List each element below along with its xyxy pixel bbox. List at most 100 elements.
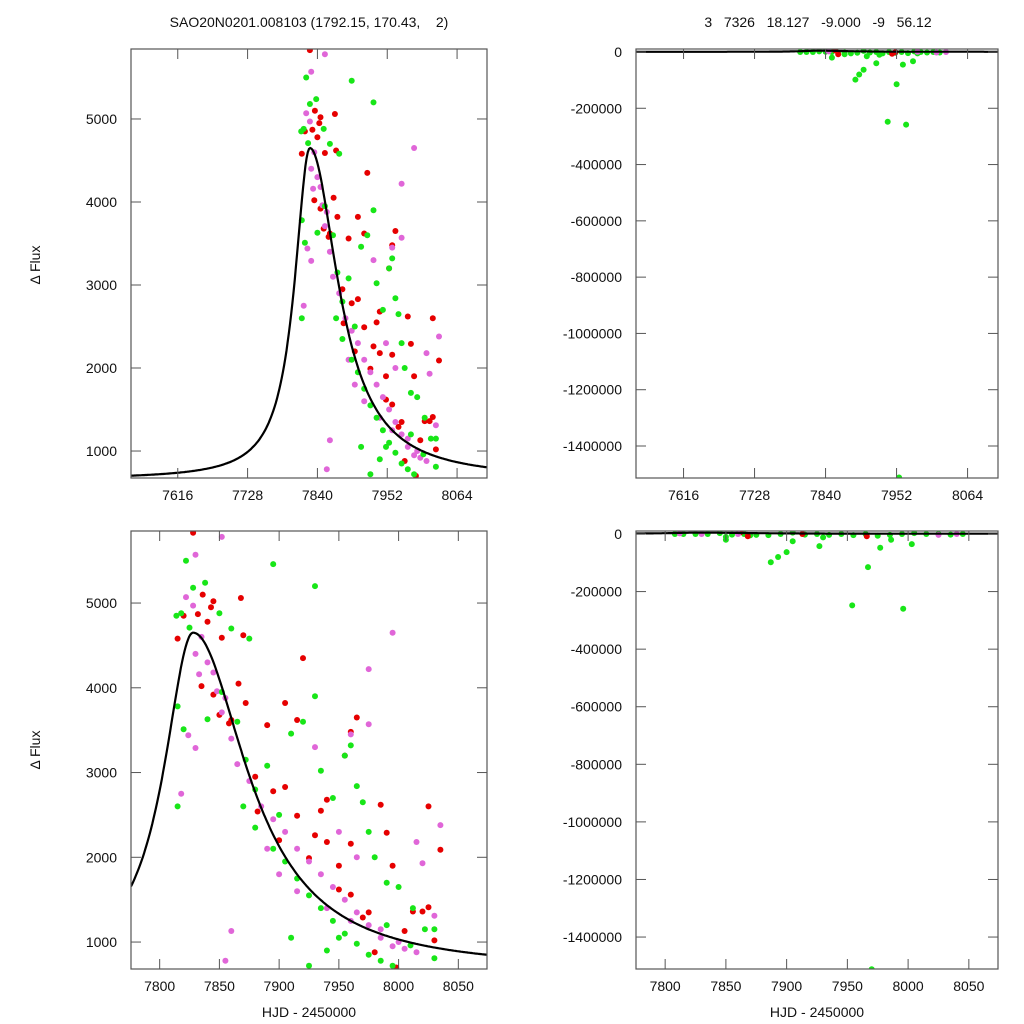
data-point-green xyxy=(367,471,374,478)
data-point-green xyxy=(395,884,402,890)
data-point-pink xyxy=(303,110,310,117)
data-point-pink xyxy=(411,452,418,459)
data-point-pink xyxy=(398,431,405,438)
data-point-green xyxy=(303,74,310,81)
panel-bottom-left: 7800 7850 7900 7950 8000 8050 1000 2000 3000 4000… xyxy=(27,530,488,1020)
y-tick-label: -1200000 xyxy=(563,382,622,398)
data-point-green xyxy=(329,917,336,924)
data-point-green xyxy=(341,752,348,759)
data-point-green xyxy=(421,414,428,421)
y-tick-label: 4000 xyxy=(86,194,117,210)
data-point-red xyxy=(323,796,330,803)
data-point-green xyxy=(301,239,308,246)
data-point-red xyxy=(419,908,426,915)
data-point-pink xyxy=(294,845,301,852)
y-tick-label: -200000 xyxy=(571,100,623,116)
data-point-pink xyxy=(383,340,389,347)
data-point-red xyxy=(370,343,377,350)
x-tick-label: 7950 xyxy=(323,978,354,994)
x-tick-label: 7950 xyxy=(832,978,863,994)
data-point-pink xyxy=(392,419,399,425)
data-point-pink xyxy=(234,761,241,768)
data-point-red xyxy=(235,680,242,687)
data-point-red-band xyxy=(835,51,842,58)
data-point-pink xyxy=(304,245,311,252)
data-point-green xyxy=(411,471,418,478)
series-green xyxy=(298,74,439,478)
data-point-pink xyxy=(354,340,361,347)
data-point-green xyxy=(204,716,211,723)
data-point-green-outliers xyxy=(816,543,823,550)
model-curve xyxy=(131,631,487,956)
y-tick-label: -200000 xyxy=(571,584,623,600)
data-point-pink xyxy=(185,732,192,739)
data-point-green-outliers xyxy=(893,81,900,88)
x-tick-label: 7900 xyxy=(264,978,295,994)
model-curve xyxy=(131,146,487,477)
data-point-red xyxy=(404,313,411,320)
y-tick-label: 3000 xyxy=(86,765,117,781)
data-point-red-band xyxy=(863,533,870,540)
data-point-green xyxy=(348,77,355,84)
data-point-red xyxy=(242,700,249,706)
data-point-green xyxy=(404,466,411,473)
data-point-red xyxy=(314,134,321,141)
data-point-green-outliers xyxy=(900,605,907,612)
data-point-red xyxy=(354,213,361,220)
data-point-green xyxy=(339,336,346,342)
data-point-red xyxy=(365,909,372,916)
data-point-green xyxy=(300,718,306,725)
data-point-green xyxy=(389,255,396,262)
data-point-green xyxy=(359,799,366,806)
data-point-red xyxy=(254,808,261,815)
data-point-red xyxy=(252,773,259,780)
data-point-green xyxy=(312,583,318,590)
data-point-red xyxy=(429,315,436,322)
data-point-green xyxy=(312,693,318,700)
y-tick-label: -1400000 xyxy=(563,438,622,454)
data-point-green xyxy=(383,443,389,450)
data-point-red xyxy=(198,683,205,690)
data-point-pink xyxy=(276,871,283,878)
x-tick-label: 8050 xyxy=(443,978,474,994)
data-point-green-outliers xyxy=(877,544,884,551)
data-point-green xyxy=(432,463,439,470)
x-tick-label: 7900 xyxy=(771,978,802,994)
data-point-green xyxy=(407,389,414,396)
data-point-green-outliers xyxy=(903,121,910,128)
data-point-green xyxy=(370,99,377,106)
data-point-pink xyxy=(326,248,333,255)
data-point-pink xyxy=(373,381,380,388)
data-point-green xyxy=(383,879,390,886)
data-point-pink xyxy=(432,422,439,429)
data-point-red xyxy=(190,531,197,536)
data-point-red xyxy=(335,886,342,893)
data-point-green xyxy=(174,703,181,710)
data-point-green xyxy=(306,892,312,899)
data-point-red xyxy=(298,150,305,157)
data-point-red xyxy=(395,423,402,430)
data-point-green xyxy=(392,295,399,302)
y-tick-label: -600000 xyxy=(571,213,623,229)
data-point-red xyxy=(317,807,324,814)
data-point-green xyxy=(320,125,327,132)
data-point-green-outliers xyxy=(868,966,875,969)
data-point-red xyxy=(345,235,352,242)
data-point-pink xyxy=(353,854,360,861)
data-point-red xyxy=(294,717,301,723)
data-point-green-outliers xyxy=(888,536,895,543)
data-point-green xyxy=(202,579,209,586)
data-point-red xyxy=(331,111,338,117)
series-green xyxy=(173,557,438,969)
data-point-green-outliers xyxy=(789,538,796,545)
data-point-pink xyxy=(411,145,418,151)
data-point-pink xyxy=(389,943,396,950)
data-point-pink xyxy=(321,223,328,230)
data-point-pink xyxy=(300,302,307,309)
data-point-green xyxy=(358,443,365,450)
data-point-pink xyxy=(317,871,324,878)
data-point-green xyxy=(367,402,374,409)
data-point-pink xyxy=(348,327,355,334)
panel-top-left: 7616 7728 7840 7952 8064 1000 2000 3000 4000 5000… xyxy=(27,48,488,503)
data-point-pink xyxy=(310,185,317,192)
